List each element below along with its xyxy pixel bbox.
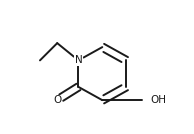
Text: N: N bbox=[74, 55, 82, 65]
Text: O: O bbox=[53, 95, 61, 105]
Text: OH: OH bbox=[150, 95, 166, 105]
